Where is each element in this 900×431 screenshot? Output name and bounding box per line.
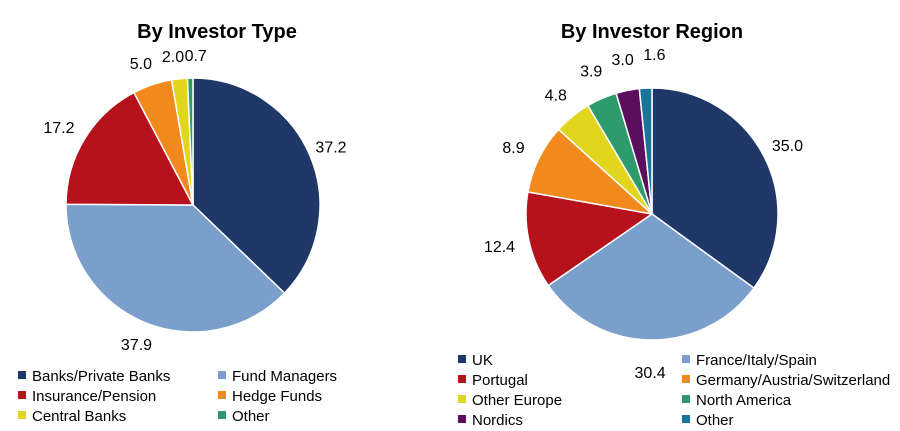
data-label: 35.0 bbox=[772, 138, 803, 155]
legend-item: Nordics bbox=[458, 412, 523, 430]
legend-swatch bbox=[218, 411, 226, 419]
legend-item: France/Italy/Spain bbox=[682, 352, 817, 370]
chart-title: By Investor Type bbox=[137, 21, 297, 43]
legend-swatch bbox=[218, 371, 226, 379]
legend-label: Other bbox=[696, 412, 734, 429]
data-label: 37.2 bbox=[315, 139, 346, 156]
legend-swatch bbox=[682, 395, 690, 403]
legend-label: Banks/Private Banks bbox=[32, 368, 171, 385]
legend-swatch bbox=[458, 375, 466, 383]
legend-swatch bbox=[458, 415, 466, 423]
data-label: 4.8 bbox=[545, 87, 567, 104]
legend-item: Portugal bbox=[458, 372, 528, 390]
pie-chart-investor-region: By Investor Region 35.0 30.4 12.4 8.9 4.8 3.9… bbox=[450, 0, 900, 431]
legend-item: Other bbox=[682, 412, 734, 430]
legend-label: Other bbox=[232, 408, 270, 425]
pie-svg-investor-region: By Investor Region 35.0 30.4 12.4 8.9 4.8 3.9… bbox=[484, 21, 803, 382]
legend-label: Hedge Funds bbox=[232, 388, 323, 405]
legend-item: Other Europe bbox=[458, 392, 562, 410]
legend-label: Central Banks bbox=[32, 408, 127, 425]
legend-label: Insurance/Pension bbox=[32, 388, 157, 405]
pie-slice bbox=[525, 191, 654, 287]
data-label: 3.9 bbox=[580, 64, 602, 81]
data-label: 37.9 bbox=[121, 337, 152, 354]
legend-swatch bbox=[682, 415, 690, 423]
legend-item: Insurance/Pension bbox=[18, 388, 156, 406]
data-label: 12.4 bbox=[484, 239, 515, 256]
data-label: 17.2 bbox=[43, 120, 74, 137]
pie-slice bbox=[186, 77, 194, 206]
legend-swatch bbox=[218, 391, 226, 399]
legend-swatch bbox=[458, 355, 466, 363]
pie-slice bbox=[65, 91, 195, 206]
legend-item: Fund Managers bbox=[218, 368, 337, 386]
data-label: 8.9 bbox=[502, 140, 524, 157]
legend-label: France/Italy/Spain bbox=[696, 352, 817, 369]
pie-svg-investor-type: By Investor Type 37.2 37.9 17.2 5.0 2.0 0.7 bbox=[43, 21, 346, 354]
data-label: 0.7 bbox=[185, 48, 207, 65]
pie-slice bbox=[651, 87, 779, 290]
legend-swatch bbox=[18, 391, 26, 399]
legend-swatch bbox=[18, 371, 26, 379]
data-label: 5.0 bbox=[130, 56, 152, 73]
legend-item: North America bbox=[682, 392, 791, 410]
legend-item: Banks/Private Banks bbox=[18, 368, 170, 386]
pie-slice bbox=[547, 213, 755, 341]
legend-item: Central Banks bbox=[18, 408, 126, 426]
pie-slice bbox=[192, 77, 321, 295]
legend-item: Germany/Austria/Switzerland bbox=[682, 372, 890, 390]
legend-label: Germany/Austria/Switzerland bbox=[696, 372, 891, 389]
pie-chart-investor-type: By Investor Type 37.2 37.9 17.2 5.0 2.0 0.7 B… bbox=[18, 21, 347, 426]
legend-swatch bbox=[458, 395, 466, 403]
legend-label: Portugal bbox=[472, 372, 528, 389]
chart-title: By Investor Region bbox=[561, 21, 743, 43]
pie-slice bbox=[638, 87, 653, 215]
data-label: 30.4 bbox=[635, 365, 666, 382]
data-label: 2.0 bbox=[162, 49, 184, 66]
legend-item: UK bbox=[458, 352, 493, 370]
legend-item: Other bbox=[218, 408, 270, 426]
pie-slice bbox=[65, 203, 286, 333]
legend-label: Other Europe bbox=[472, 392, 563, 409]
legend-label: Nordics bbox=[472, 412, 523, 429]
legend-swatch bbox=[682, 355, 690, 363]
data-label: 3.0 bbox=[611, 52, 633, 69]
legend-item: Hedge Funds bbox=[218, 388, 322, 406]
legend-label: Fund Managers bbox=[232, 368, 338, 385]
legend-label: UK bbox=[472, 352, 493, 369]
legend-label: North America bbox=[696, 392, 792, 409]
data-label: 1.6 bbox=[643, 47, 665, 64]
legend-swatch bbox=[682, 375, 690, 383]
legend-swatch bbox=[18, 411, 26, 419]
